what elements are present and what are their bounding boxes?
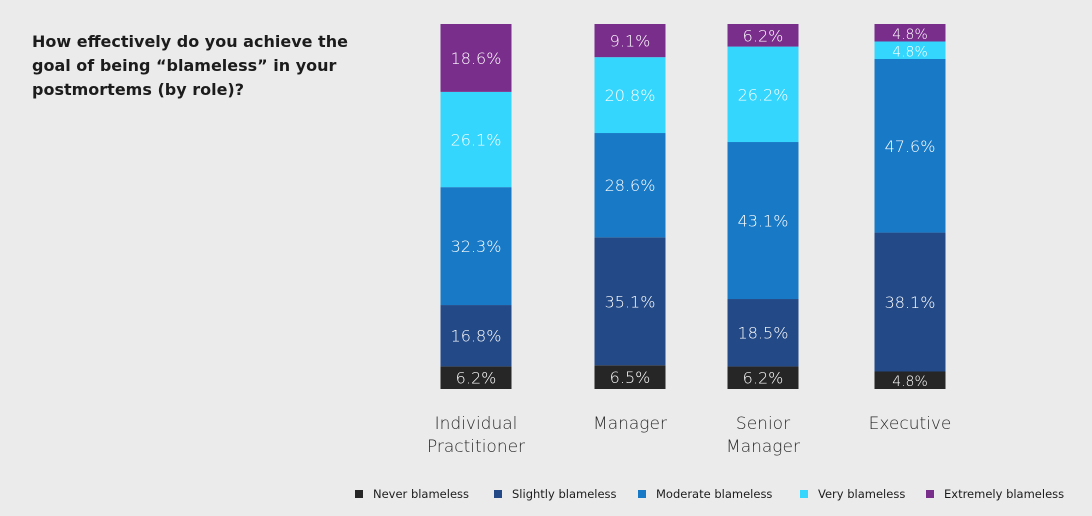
bar-segment — [874, 24, 946, 42]
bar-segment — [727, 46, 799, 143]
data-label: 18.5% — [738, 324, 789, 343]
data-label: 6.5% — [610, 368, 651, 387]
legend-swatch — [355, 490, 363, 498]
data-label: 9.1% — [610, 32, 651, 51]
bar-segment — [594, 133, 666, 238]
bar-segment — [440, 187, 512, 306]
bar-segment — [727, 24, 799, 47]
bar-segment — [440, 91, 512, 188]
data-label: 6.2% — [456, 369, 497, 388]
data-label: 20.8% — [605, 86, 656, 105]
bar-segment — [727, 366, 799, 389]
chart-legend: Never blameless Slightly blameless Moderat… — [0, 487, 1092, 507]
data-label: 43.1% — [738, 212, 789, 231]
bar-segment — [874, 59, 946, 233]
data-label: 26.2% — [738, 85, 789, 104]
bar-segment — [874, 232, 946, 372]
data-label: 18.6% — [451, 49, 502, 68]
bar-segment — [594, 57, 666, 134]
legend-item: Never blameless — [355, 487, 469, 501]
bar-segment — [440, 366, 512, 389]
data-label: 32.3% — [451, 237, 502, 256]
bar-segment — [594, 365, 666, 389]
data-label: 6.2% — [743, 369, 784, 388]
data-label: 28.6% — [605, 176, 656, 195]
chart-title: How effectively do you achieve the goal … — [32, 32, 348, 99]
data-label: 4.8% — [892, 44, 928, 60]
legend-swatch — [800, 490, 808, 498]
bar-segment — [727, 299, 799, 367]
category-label: Senior — [736, 414, 790, 434]
legend-label: Very blameless — [818, 487, 906, 501]
legend-swatch — [926, 490, 934, 498]
data-label: 38.1% — [885, 293, 936, 312]
bar-segment — [594, 237, 666, 366]
category-label: Practitioner — [427, 437, 525, 457]
category-label: Manager — [726, 437, 800, 457]
legend-label: Slightly blameless — [512, 487, 617, 501]
legend-item: Very blameless — [800, 487, 905, 501]
data-label: 16.8% — [451, 327, 502, 346]
data-label: 35.1% — [605, 292, 656, 311]
legend-item: Slightly blameless — [494, 487, 617, 501]
data-label: 26.1% — [451, 131, 502, 150]
data-label: 47.6% — [885, 137, 936, 156]
bar-segment — [727, 142, 799, 300]
legend-label: Never blameless — [373, 487, 470, 501]
bar-segment — [874, 41, 946, 60]
legend-item: Moderate blameless — [638, 487, 772, 501]
bar-segment — [874, 371, 946, 389]
legend-label: Extremely blameless — [944, 487, 1065, 501]
data-label: 4.8% — [892, 27, 928, 43]
category-label: Executive — [869, 414, 952, 434]
category-label: Manager — [593, 414, 667, 434]
legend-label: Moderate blameless — [656, 487, 773, 501]
data-label: 6.2% — [743, 26, 784, 45]
legend-item: Extremely blameless — [926, 487, 1064, 501]
data-label: 4.8% — [892, 374, 928, 390]
legend-swatch — [494, 490, 502, 498]
legend-swatch — [638, 490, 646, 498]
bar-segment — [594, 24, 666, 58]
category-label: Individual — [435, 414, 518, 434]
bar-segment — [440, 305, 512, 367]
bar-segment — [440, 24, 512, 92]
